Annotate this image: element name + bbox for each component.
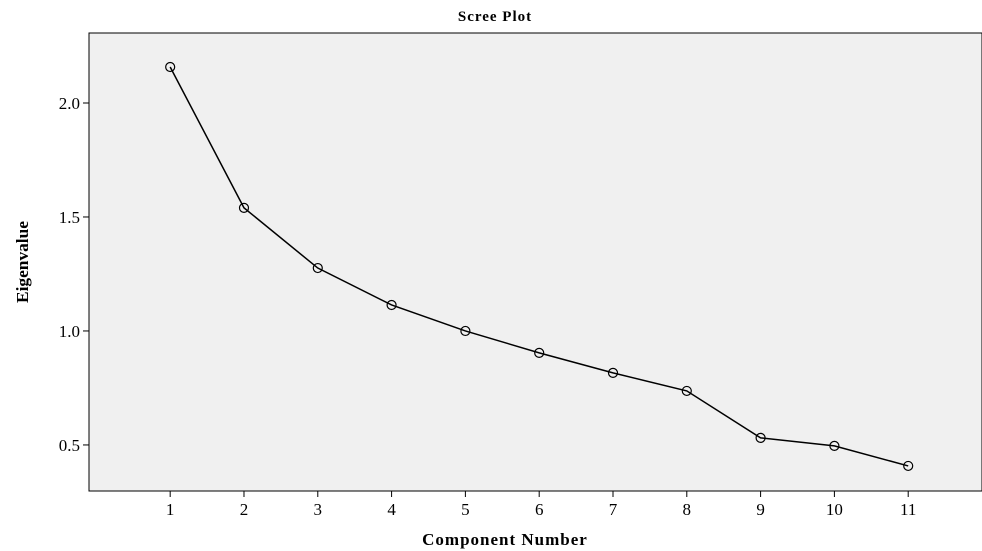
y-axis-label: Eigenvalue <box>13 221 32 303</box>
x-tick-label: 1 <box>166 500 175 519</box>
point <box>534 347 545 358</box>
point <box>238 202 250 213</box>
y-tick-label: 1.5 <box>59 208 80 227</box>
x-tick-label: 7 <box>609 500 618 519</box>
point <box>460 325 471 337</box>
x-tick-label: 6 <box>535 500 544 519</box>
x-tick-label: 3 <box>314 500 323 519</box>
plot-area <box>88 32 982 492</box>
point <box>903 460 914 472</box>
point <box>165 61 176 73</box>
x-tick-label: 5 <box>461 500 470 519</box>
x-axis-label: Component Number <box>422 530 588 549</box>
x-tick-label: 2 <box>240 500 249 519</box>
point <box>312 262 323 274</box>
line <box>169 66 909 467</box>
point <box>607 367 619 379</box>
x-tick-label: 4 <box>387 500 396 519</box>
x-tick-label: 8 <box>683 500 692 519</box>
chart-title: Scree Plot <box>458 9 532 25</box>
x-tick-label: 11 <box>900 500 916 519</box>
point <box>386 299 397 311</box>
y-tick-label: 2.0 <box>59 94 80 113</box>
point <box>681 385 692 397</box>
x-tick-label: 9 <box>756 500 765 519</box>
y-tick-label: 1.0 <box>59 322 80 341</box>
y-tick-label: 0.5 <box>59 436 80 455</box>
x-tick-label: 10 <box>826 500 843 519</box>
point <box>755 432 766 443</box>
point <box>829 440 840 451</box>
